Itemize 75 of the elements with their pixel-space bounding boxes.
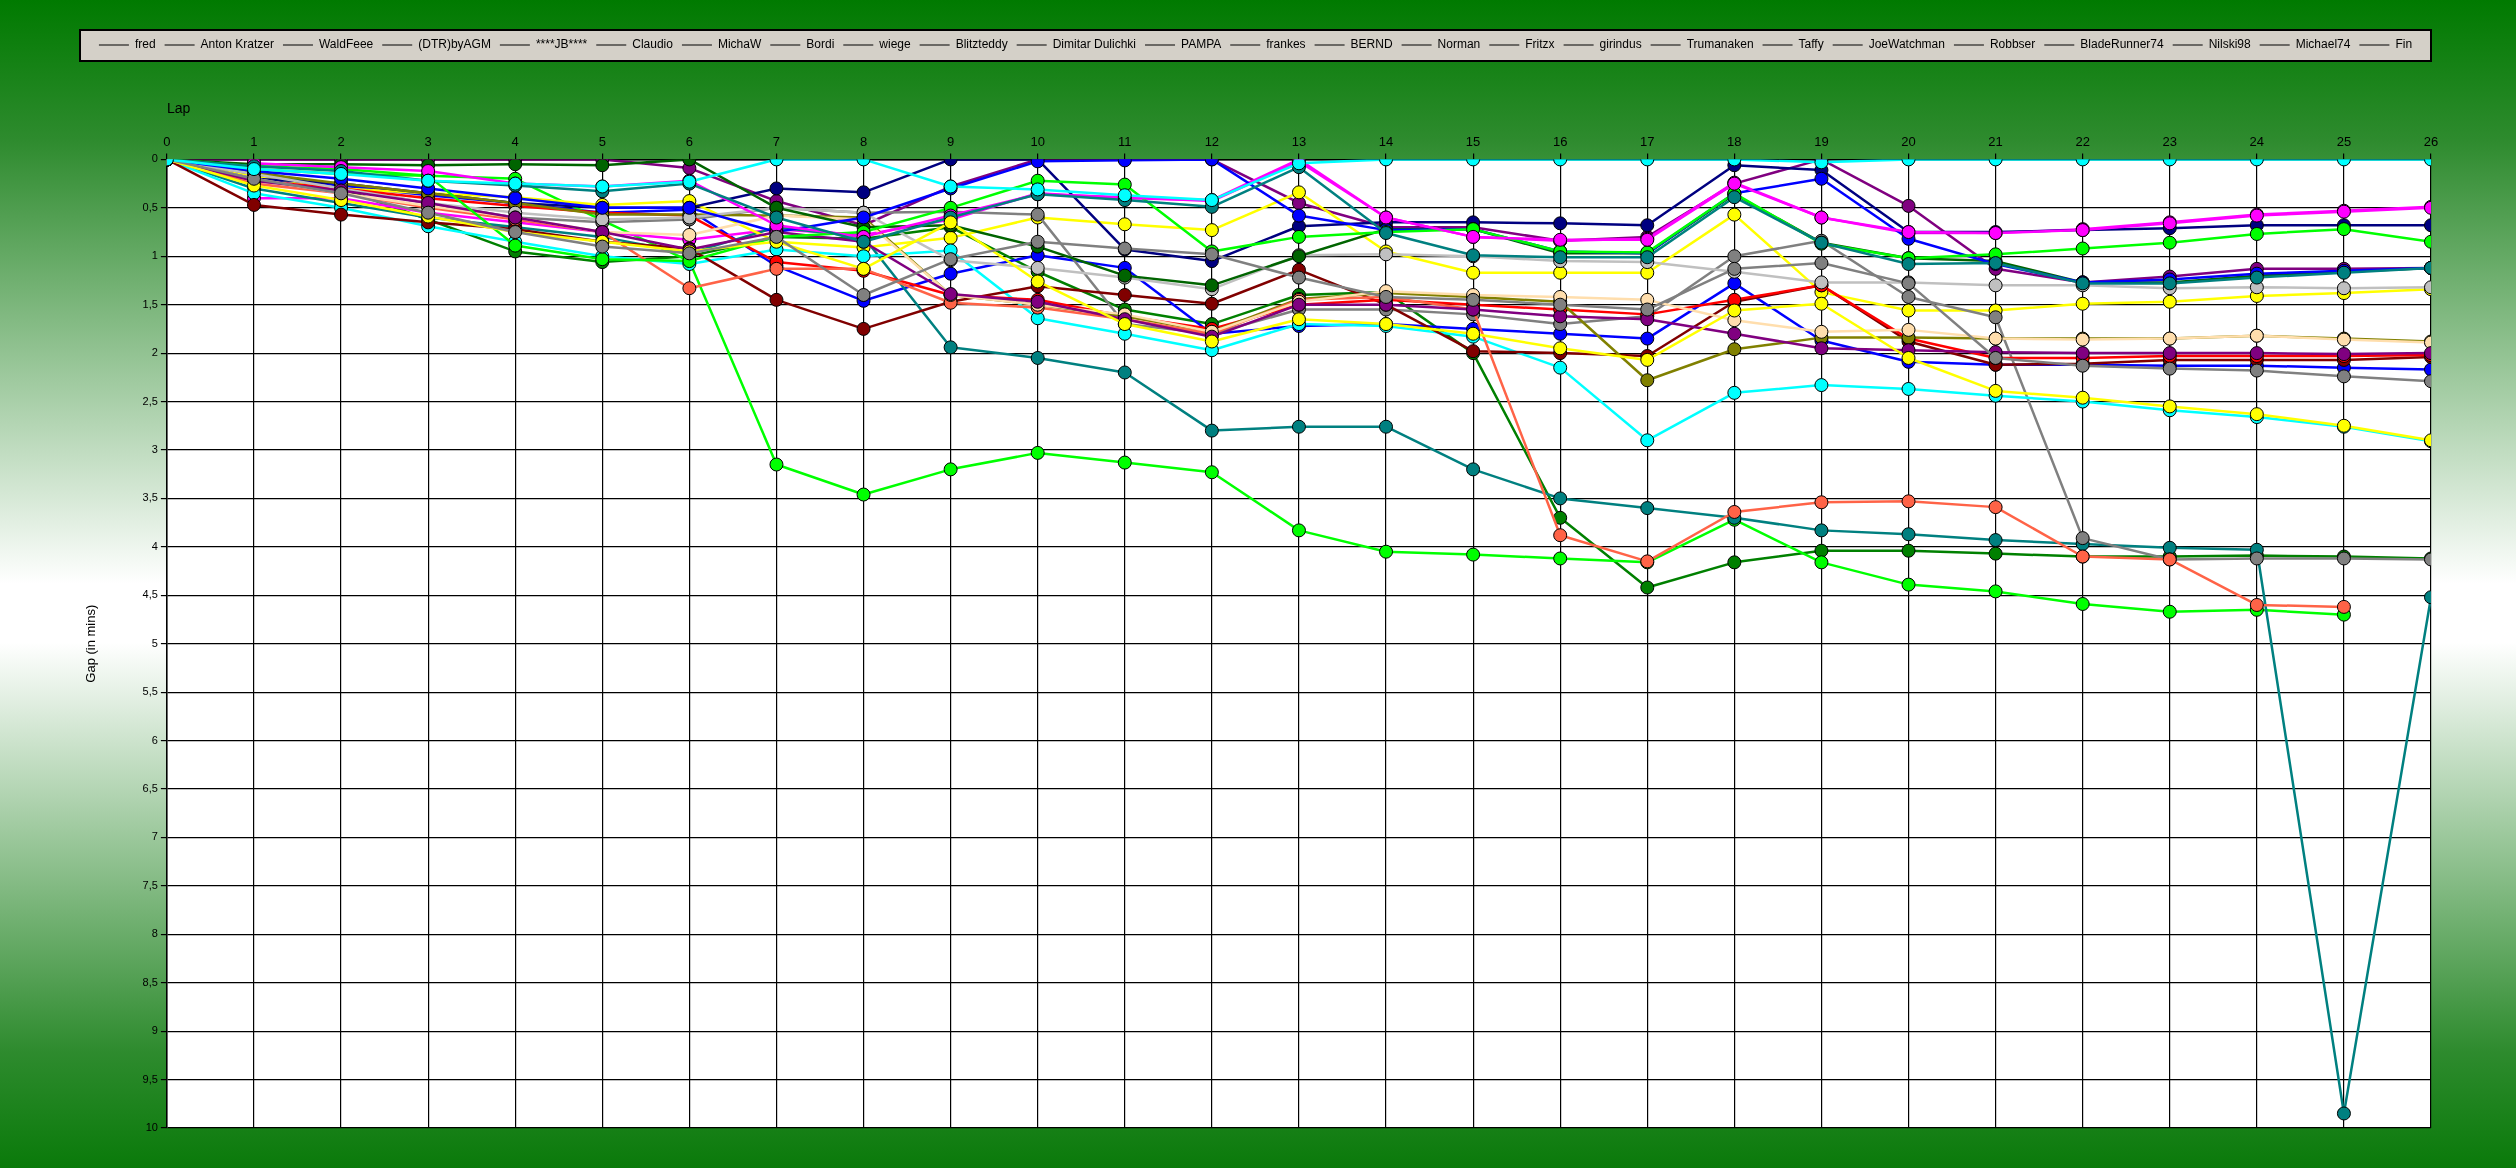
x-tick-label: 6	[685, 134, 693, 150]
y-tick-label: 3	[151, 443, 158, 456]
legend-label: Claudio	[632, 37, 674, 52]
legend-label: girindus	[1599, 37, 1642, 52]
legend-label: MichaW	[717, 37, 762, 52]
y-tick-label: 3,5	[142, 491, 158, 504]
y-tick-label: 7	[151, 830, 158, 843]
y-tick-label: 9,5	[142, 1072, 158, 1085]
legend-label: WaldFeee	[318, 37, 374, 52]
y-tick-label: 4	[151, 539, 158, 552]
x-tick-label: 18	[1727, 134, 1742, 150]
legend-label: wiege	[878, 37, 911, 52]
legend-label: Bordi	[806, 37, 835, 52]
legend-label: Taffy	[1798, 37, 1824, 52]
x-tick-label: 23	[2162, 134, 2177, 150]
y-tick-label: 2,5	[142, 394, 158, 407]
legend-label: ****JB****	[535, 37, 588, 52]
x-tick-label: 16	[1552, 134, 1568, 150]
x-tick-label: 17	[1640, 134, 1655, 150]
y-tick-label: 0	[151, 152, 158, 165]
x-tick-label: 13	[1291, 134, 1307, 150]
y-tick-label: 5	[151, 636, 158, 649]
y-tick-label: 7,5	[142, 878, 158, 891]
x-tick-label: 11	[1118, 134, 1132, 150]
x-tick-label: 4	[511, 134, 519, 150]
x-tick-label: 10	[1030, 134, 1045, 150]
legend-label: Trumanaken	[1686, 37, 1754, 52]
legend-label: PAMPA	[1181, 37, 1222, 52]
legend-label: Fritzx	[1525, 37, 1555, 52]
x-tick-label: 1	[250, 134, 258, 150]
x-tick-label: 26	[2423, 134, 2439, 150]
legend-label: JoeWatchman	[1868, 37, 1945, 52]
x-tick-label: 5	[598, 134, 606, 150]
y-tick-label: 9	[151, 1024, 158, 1037]
x-tick-label: 0	[163, 134, 171, 150]
legend-label: Dimitar Dulichki	[1052, 37, 1137, 52]
y-tick-label: 6,5	[142, 782, 158, 795]
x-tick-label: 8	[859, 134, 868, 150]
x-axis-title: Lap	[166, 100, 191, 117]
y-tick-label: 4,5	[142, 588, 158, 601]
x-tick-label: 3	[424, 134, 432, 150]
x-tick-label: 24	[2249, 134, 2265, 150]
legend-label: Norman	[1437, 37, 1481, 52]
x-tick-label: 19	[1814, 134, 1829, 150]
y-tick-label: 0,5	[142, 200, 158, 213]
legend-label: Michael74	[2295, 37, 2351, 52]
legend-label: (DTR)byAGM	[418, 37, 491, 52]
y-axis-title: Gap (in mins)	[83, 604, 99, 683]
legend-label: fred	[134, 37, 156, 52]
y-tick-label: 1,5	[142, 297, 158, 310]
x-tick-label: 20	[1901, 134, 1916, 150]
legend-label: BladeRunner74	[2080, 37, 2165, 52]
legend-label: Robbser	[1989, 37, 2036, 52]
x-tick-label: 2	[337, 134, 345, 150]
y-tick-label: 10	[145, 1121, 158, 1134]
legend-label: frankes	[1266, 37, 1306, 52]
y-tick-label: 1	[151, 249, 158, 262]
y-tick-label: 2	[151, 346, 158, 359]
x-tick-label: 12	[1204, 134, 1220, 150]
y-tick-label: 8,5	[142, 975, 158, 988]
x-tick-label: 21	[1988, 134, 2003, 150]
y-tick-label: 6	[151, 733, 158, 746]
legend-label: BERND	[1350, 37, 1393, 52]
legend-label: Nilski98	[2208, 37, 2252, 52]
x-tick-label: 25	[2336, 134, 2352, 150]
y-tick-label: 5,5	[142, 685, 158, 698]
x-tick-label: 15	[1465, 134, 1481, 150]
y-tick-label: 8	[151, 927, 158, 940]
legend-label: Anton Kratzer	[200, 37, 274, 52]
x-tick-label: 7	[772, 134, 781, 150]
x-tick-label: 9	[947, 134, 955, 150]
x-tick-label: 22	[2075, 134, 2090, 150]
legend-label: Fin	[2395, 37, 2413, 52]
x-tick-label: 14	[1378, 134, 1394, 150]
legend-label: Blitzteddy	[955, 37, 1008, 52]
